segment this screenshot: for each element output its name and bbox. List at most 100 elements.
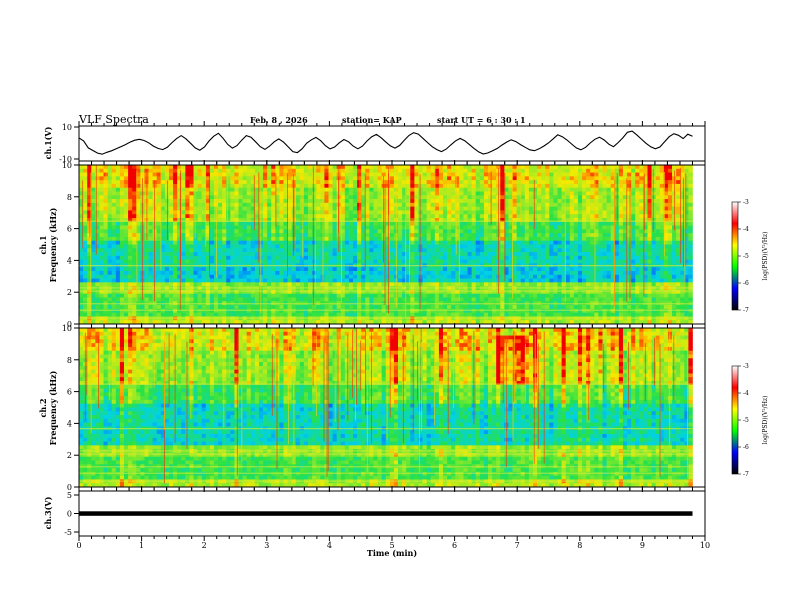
spectrogram-cell	[479, 165, 485, 170]
spectrogram-cell	[622, 210, 628, 215]
spectrogram-cell	[602, 165, 607, 170]
spectrogram-cell	[353, 233, 358, 238]
spectrogram-cell	[361, 172, 366, 177]
spectrogram-cell	[398, 271, 403, 276]
spectrogram-cell	[635, 278, 640, 283]
spectrogram-cell	[524, 225, 530, 230]
spectrogram-cell	[177, 168, 182, 173]
spectrogram-cell	[541, 218, 546, 223]
spectrogram-cell	[83, 248, 88, 253]
spectrogram-cell	[631, 218, 636, 223]
spectrogram-cell	[471, 172, 477, 177]
spectrogram-cell	[479, 233, 485, 238]
spectrogram-cell	[201, 240, 207, 245]
spectrogram-cell	[222, 180, 227, 185]
spectrogram-cell	[410, 252, 415, 257]
spectrogram-cell	[209, 168, 215, 173]
spectrogram-cell	[271, 255, 276, 260]
spectrogram-cell	[590, 244, 595, 249]
spectrogram-cell	[320, 187, 325, 192]
spectrogram-cell	[618, 255, 624, 260]
spectrogram-cell	[676, 259, 681, 264]
spectrogram-cell	[622, 165, 628, 170]
spectrogram-cell	[132, 267, 137, 272]
spectrogram-cell	[209, 199, 215, 204]
spectrogram-cell	[438, 195, 444, 200]
spectrogram-cell	[398, 180, 403, 185]
spectrogram-cell	[344, 191, 350, 196]
spectrogram-cell	[443, 218, 448, 223]
spectrogram-cell	[667, 191, 673, 196]
spectrogram-cell	[659, 278, 665, 283]
spectrogram-cell	[541, 274, 546, 279]
spectrogram-cell	[524, 187, 530, 192]
spectrogram-cell	[254, 233, 260, 238]
spectrogram-cell	[361, 248, 366, 253]
spectrogram-cell	[414, 278, 419, 283]
spectrogram-cell	[267, 282, 272, 287]
spectrogram-cell	[475, 225, 481, 230]
spectrogram-cell	[271, 282, 276, 287]
spectrogram-cell	[357, 210, 362, 215]
spectrogram-cell	[590, 255, 595, 260]
spectrogram-cell	[614, 221, 620, 226]
spectrogram-cell	[271, 240, 276, 245]
spectrogram-cell	[324, 199, 329, 204]
spectrogram-cell	[557, 225, 562, 230]
spectrogram-cell	[569, 221, 575, 226]
spectrogram-cell	[667, 195, 673, 200]
spectrogram-cell	[185, 165, 190, 170]
spectrogram-cell	[250, 278, 256, 283]
spectrogram-cell	[504, 282, 509, 287]
spectrogram-cell	[123, 191, 129, 196]
spectrogram-cell	[479, 244, 485, 249]
spectrogram-cell	[308, 214, 313, 219]
spectrogram-cell	[422, 165, 427, 170]
spectrogram-cell	[168, 191, 174, 196]
spectrogram-cell	[443, 248, 448, 253]
spectrogram-cell	[189, 244, 194, 249]
spectrogram-cell	[557, 187, 562, 192]
spectrogram-cell	[410, 271, 415, 276]
spectrogram-cell	[128, 218, 133, 223]
spectrogram-cell	[402, 202, 407, 207]
spectrogram-cell	[500, 244, 505, 249]
spectrogram-cell	[561, 282, 567, 287]
spectrogram-cell	[582, 191, 587, 196]
spectrogram-cell	[197, 218, 203, 223]
spectrogram-cell	[271, 267, 276, 272]
spectrogram-cell	[504, 214, 509, 219]
spectrogram-cell	[283, 278, 288, 283]
spectrogram-cell	[197, 187, 203, 192]
spectrogram-cell	[512, 176, 517, 181]
spectrogram-cell	[320, 233, 325, 238]
spectrogram-cell	[622, 274, 628, 279]
spectrogram-cell	[434, 236, 440, 242]
spectrogram-cell	[181, 259, 186, 264]
spectrogram-cell	[672, 165, 677, 170]
spectrogram-cell	[115, 221, 121, 226]
spectrogram-cell	[377, 240, 382, 245]
spectrogram-cell	[193, 206, 198, 211]
spectrogram-cell	[463, 180, 468, 185]
spectrogram-cell	[283, 248, 288, 253]
spectrogram-cell	[463, 248, 468, 253]
spectrogram-cell	[246, 233, 252, 238]
spectrogram-cell	[332, 233, 338, 238]
spectrogram-cell	[451, 274, 456, 279]
spectrogram-cell	[95, 199, 100, 204]
spectrogram-cell	[487, 271, 493, 276]
spectrogram-cell	[594, 191, 599, 196]
spectrogram-cell	[667, 236, 673, 242]
spectrogram-cell	[618, 168, 624, 173]
spectrogram-cell	[647, 267, 652, 272]
spectrogram-cell	[185, 240, 190, 245]
spectrogram-cell	[447, 172, 452, 177]
spectrogram-cell	[348, 180, 354, 185]
spectrogram-cell	[528, 225, 534, 230]
spectrogram-cell	[684, 282, 689, 287]
spectrogram-cell	[590, 168, 595, 173]
spectrogram-cell	[659, 255, 665, 260]
spectrogram-cell	[438, 240, 444, 245]
spectrogram-cell	[95, 267, 100, 272]
